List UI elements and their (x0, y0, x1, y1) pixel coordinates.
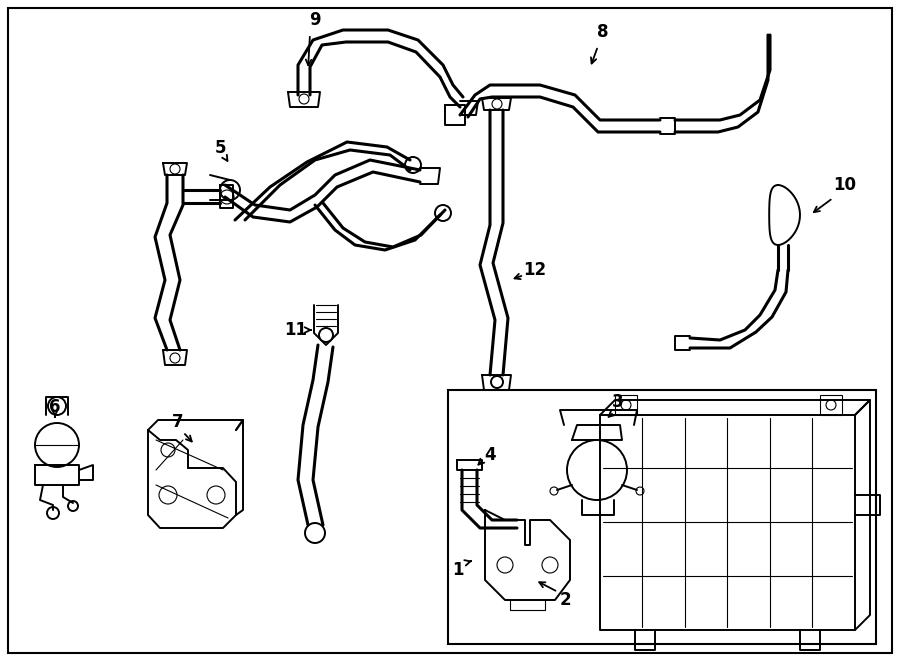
Text: 3: 3 (612, 393, 624, 411)
Text: 10: 10 (833, 176, 857, 194)
Bar (448, 390, 876, 644)
Text: 11: 11 (284, 321, 308, 339)
Circle shape (48, 397, 66, 415)
Text: 12: 12 (524, 261, 546, 279)
Text: 1: 1 (452, 561, 464, 579)
Text: 9: 9 (310, 11, 320, 29)
Text: 5: 5 (214, 139, 226, 157)
Text: 4: 4 (484, 446, 496, 464)
Text: 8: 8 (598, 23, 608, 41)
Text: 6: 6 (50, 398, 61, 416)
Bar (820, 395, 842, 415)
Text: 7: 7 (172, 413, 184, 431)
Bar (615, 395, 637, 415)
Text: 2: 2 (559, 591, 571, 609)
Circle shape (319, 328, 333, 342)
